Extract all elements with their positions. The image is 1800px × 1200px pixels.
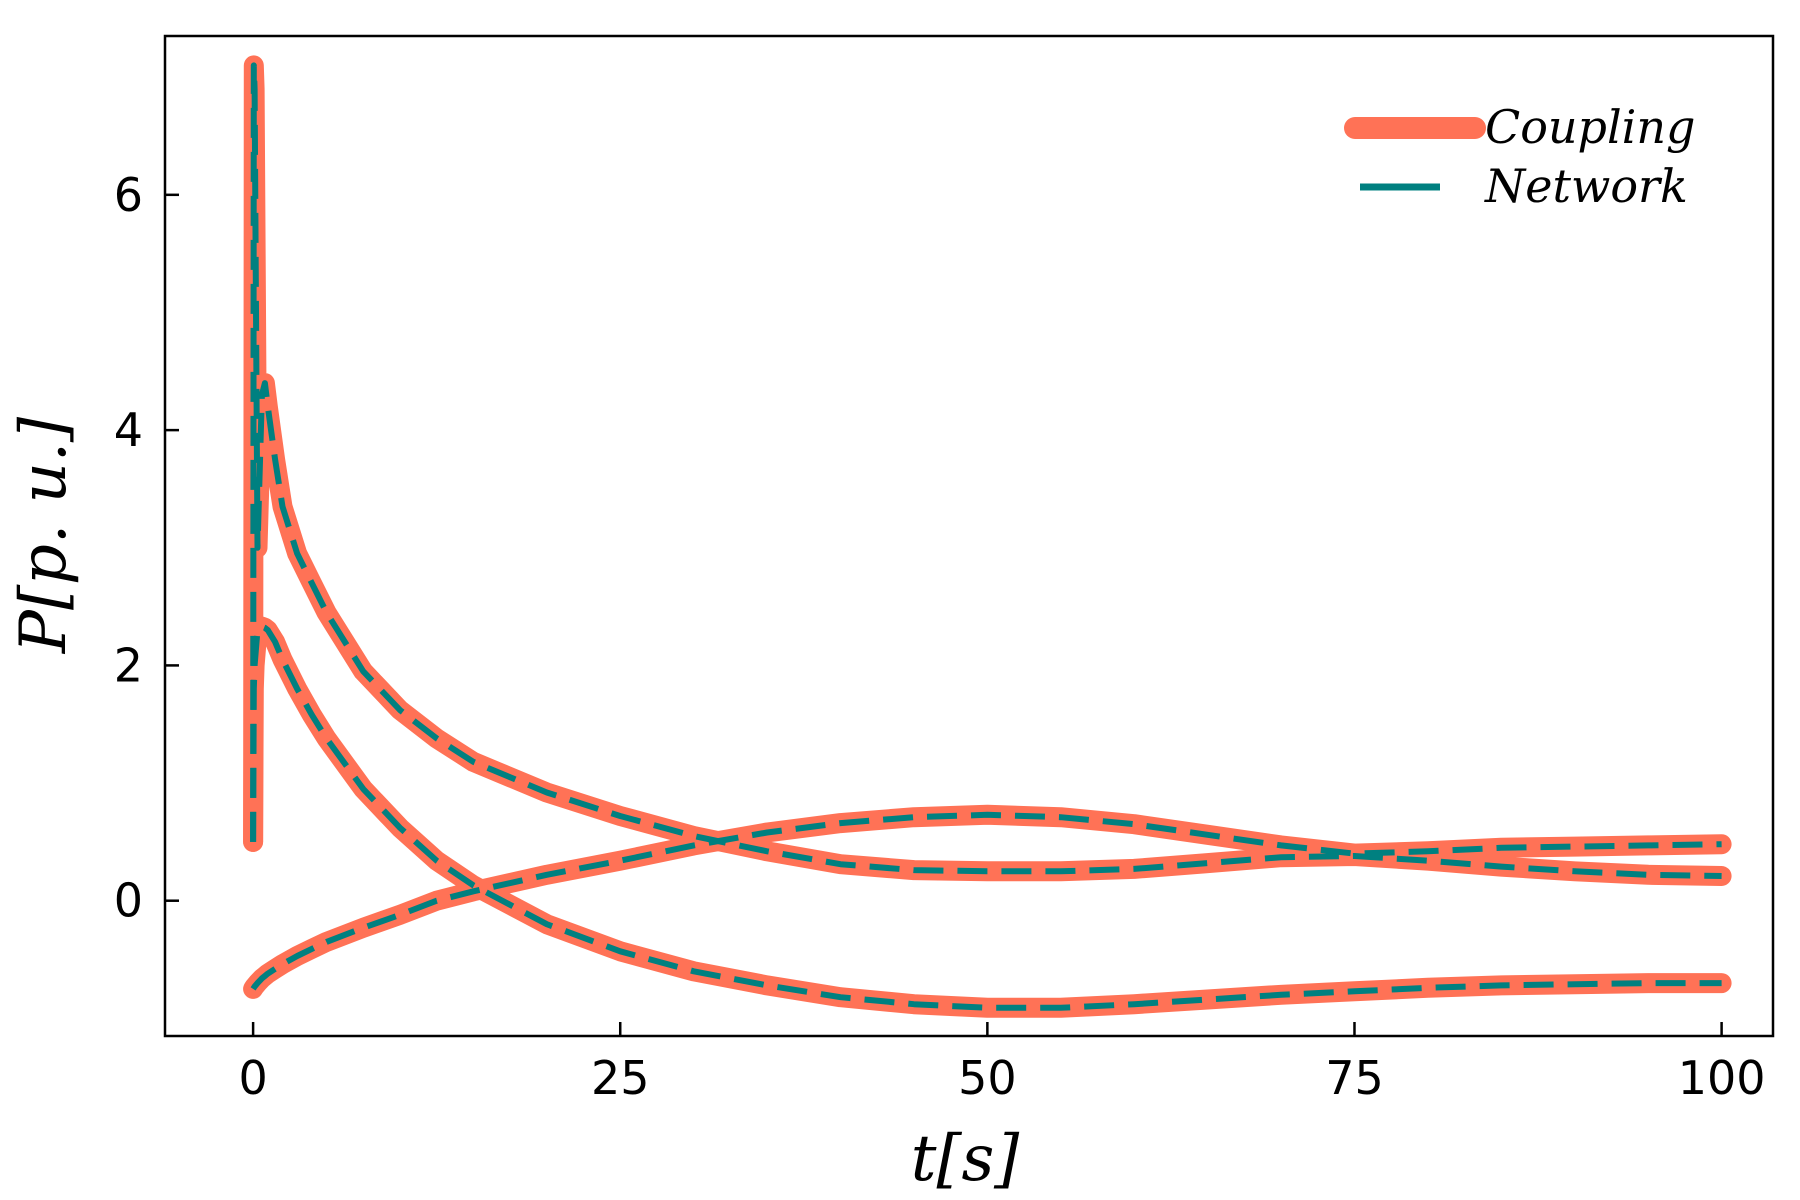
y-axis-ticks: 0 2 4 6 [114, 168, 179, 928]
series-line-coupling-2 [243, 804, 1732, 999]
x-tick-label: 25 [591, 1051, 650, 1105]
y-axis-label: P[p. u.] [7, 416, 81, 654]
x-tick-label: 0 [238, 1051, 267, 1105]
series-layer [243, 55, 1732, 1018]
series-line-network-2 [250, 811, 1722, 991]
legend-label-coupling: Coupling [1485, 100, 1695, 154]
x-tick-label: 100 [1678, 1051, 1766, 1105]
y-tick-label: 4 [114, 403, 143, 457]
x-axis-ticks: 0 25 50 75 100 [238, 1022, 1766, 1105]
y-tick-label: 0 [114, 874, 143, 928]
plot-frame [163, 34, 1775, 1038]
y-tick-label: 6 [114, 168, 143, 222]
series-line-network-0 [250, 62, 1722, 879]
x-tick-label: 50 [958, 1051, 1017, 1105]
legend-label-network: Network [1484, 159, 1688, 213]
y-tick-label: 2 [114, 638, 143, 692]
legend: Coupling Network [1344, 100, 1695, 213]
x-axis-label: t[s] [911, 1122, 1021, 1196]
series-line-network-1 [250, 623, 1722, 1011]
x-tick-label: 75 [1325, 1051, 1384, 1105]
